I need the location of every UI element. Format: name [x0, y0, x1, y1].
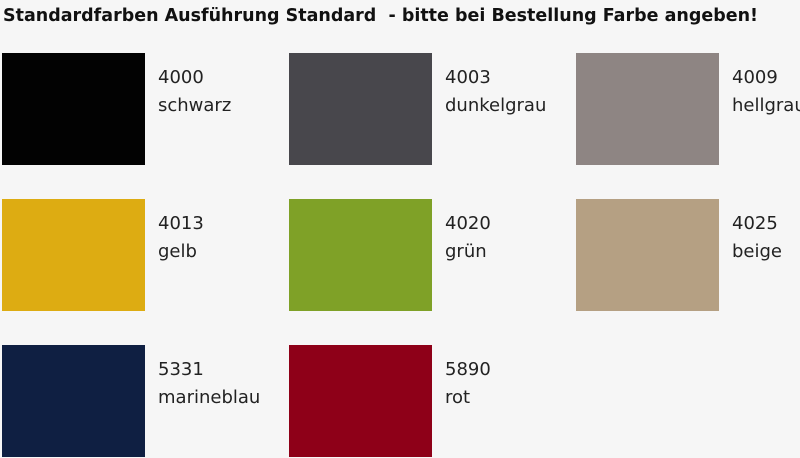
color-swatch	[2, 199, 145, 311]
color-name: dunkelgrau	[445, 95, 546, 116]
color-code: 4020	[445, 213, 491, 234]
color-code: 4009	[732, 67, 778, 88]
color-code: 4003	[445, 67, 491, 88]
color-name: marineblau	[158, 387, 260, 408]
color-name: grün	[445, 241, 487, 262]
color-code: 4025	[732, 213, 778, 234]
color-name: gelb	[158, 241, 197, 262]
color-swatch	[576, 53, 719, 165]
color-code: 5331	[158, 359, 204, 380]
color-swatch	[2, 53, 145, 165]
color-name: rot	[445, 387, 470, 408]
color-swatch	[289, 345, 432, 457]
color-name: hellgrau	[732, 95, 800, 116]
color-code: 4000	[158, 67, 204, 88]
title: Standardfarben Ausführung Standard - bit…	[3, 5, 758, 26]
color-swatch	[289, 199, 432, 311]
color-name: beige	[732, 241, 782, 262]
color-code: 5890	[445, 359, 491, 380]
color-swatch	[289, 53, 432, 165]
color-swatch	[576, 199, 719, 311]
color-name: schwarz	[158, 95, 231, 116]
color-swatch	[2, 345, 145, 457]
color-code: 4013	[158, 213, 204, 234]
